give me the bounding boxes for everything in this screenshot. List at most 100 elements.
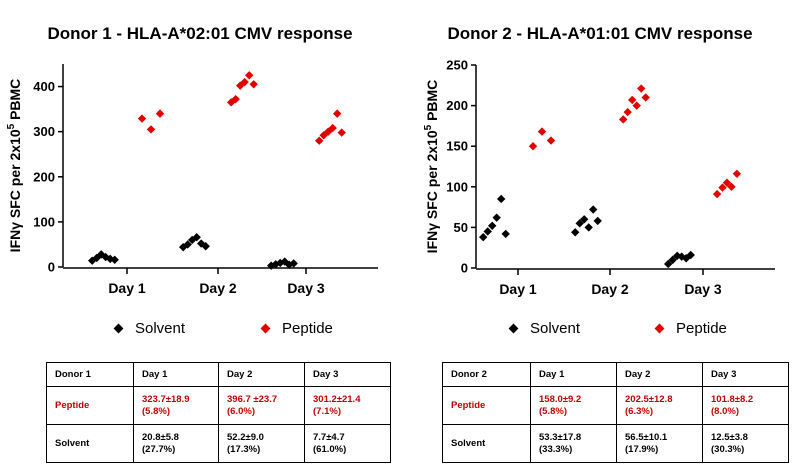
legend: Solvent Peptide: [400, 320, 800, 340]
table-cell: 7.7±4.7 (61.0%): [304, 424, 391, 463]
data-point-solvent: [501, 229, 510, 239]
x-tick-label: Day 1: [108, 280, 146, 296]
table-header-row: Donor 2 Day 1 Day 2 Day 3: [442, 362, 789, 387]
cell-mean-sd: 158.0±9.2: [539, 393, 582, 405]
table-row-label: Peptide: [442, 386, 531, 425]
data-point-solvent: [483, 227, 492, 236]
data-point-solvent: [201, 242, 210, 251]
data-point-peptide: [146, 125, 156, 134]
diamond-marker-icon: [113, 323, 124, 334]
y-axis-label: IFNγ SFC per 2x105 PBMC: [6, 79, 23, 253]
data-point-peptide: [245, 71, 254, 80]
table-row-label: Solvent: [46, 424, 134, 463]
chart-panel-donor-1: Donor 1 - HLA-A*02:01 CMV response 0 100 2…: [0, 24, 400, 463]
legend: Solvent Peptide: [0, 320, 400, 340]
scatter-plot-donor-2: 0 50 100 150 200 250 Day 1 Day 2 Day 3 IFNγ SFC p…: [423, 58, 775, 297]
cell-cv: (30.3%): [711, 443, 745, 455]
table-cell: 101.8±8.2 (8.0%): [702, 386, 789, 425]
cell-mean-sd: 7.7±4.7: [313, 431, 345, 443]
y-tick-label: 100: [446, 179, 468, 194]
summary-table: Donor 2 Day 1 Day 2 Day 3 Peptide 158.0±…: [442, 362, 789, 463]
table-cell: 52.2±9.0 (17.3%): [218, 424, 305, 463]
table-header-cell: Donor 2: [442, 362, 531, 387]
y-tick-label: 400: [33, 79, 55, 94]
cell-cv: (17.9%): [625, 443, 659, 455]
data-point-peptide: [718, 183, 727, 192]
data-point-solvent: [192, 233, 201, 242]
data-point-solvent: [479, 232, 488, 242]
cell-cv: (61.0%): [313, 443, 347, 455]
data-point-peptide: [137, 114, 147, 123]
y-tick-label: 200: [446, 98, 468, 113]
legend-label: Solvent: [135, 320, 186, 337]
data-point-peptide: [546, 136, 556, 145]
cell-mean-sd: 301.2±21.4: [313, 393, 361, 405]
table-header-cell: Day 1: [530, 362, 617, 387]
data-point-peptide: [641, 93, 650, 102]
cell-cv: (5.8%): [539, 405, 567, 417]
data-point-solvent: [488, 221, 497, 230]
data-point-peptide: [240, 77, 249, 87]
data-point-peptide: [623, 107, 632, 117]
table-row-label: Peptide: [46, 386, 134, 425]
cell-cv: (17.3%): [227, 443, 261, 455]
data-point-peptide: [231, 94, 240, 104]
table-row-label: Solvent: [442, 424, 531, 463]
data-point-peptide: [249, 80, 258, 89]
data-point-solvent: [584, 223, 593, 232]
table-cell: 53.3±17.8 (33.3%): [530, 424, 617, 463]
chart-title: Donor 2 - HLA-A*01:01 CMV response: [447, 24, 753, 43]
data-point-solvent: [92, 253, 101, 263]
y-tick-label: 300: [33, 124, 55, 139]
cell-mean-sd: 396.7 ±23.7: [227, 393, 278, 405]
data-point-solvent: [183, 240, 192, 249]
data-point-peptide: [537, 127, 547, 136]
table-cell: 12.5±3.8 (30.3%): [702, 424, 789, 463]
table-row-peptide: Peptide 158.0±9.2 (5.8%) 202.5±12.8 (6.3%)…: [442, 386, 789, 425]
y-tick-label: 50: [454, 220, 468, 235]
data-point-solvent: [589, 205, 598, 214]
table-cell: 158.0±9.2 (5.8%): [530, 386, 617, 425]
data-point-peptide: [637, 84, 646, 93]
table-row-solvent: Solvent 20.8±5.8 (27.7%) 52.2±9.0 (17.3%) …: [46, 424, 391, 463]
table-cell: 323.7±18.9 (5.8%): [133, 386, 219, 425]
data-point-solvent: [88, 256, 97, 265]
data-point-peptide: [632, 101, 641, 110]
cell-mean-sd: 202.5±12.8: [625, 393, 673, 405]
table-cell: 202.5±12.8 (6.3%): [616, 386, 703, 425]
y-tick-label: 200: [33, 169, 55, 184]
cell-mean-sd: 101.8±8.2: [711, 393, 754, 405]
cell-cv: (8.0%): [711, 405, 739, 417]
x-tick-label: Day 3: [684, 281, 722, 297]
table-header-cell: Day 1: [133, 362, 219, 387]
table-header-cell: Day 3: [702, 362, 789, 387]
data-point-peptide: [328, 123, 337, 133]
y-tick-label: 250: [446, 58, 468, 73]
data-point-peptide: [712, 189, 722, 199]
table-header-cell: Day 2: [218, 362, 305, 387]
cell-mean-sd: 56.5±10.1: [625, 431, 668, 443]
scatter-plot-donor-1: 0 100 200 300 400 Day 1 Day 2 Day 3 IFNγ SFC per…: [6, 64, 378, 296]
y-tick-label: 0: [461, 261, 468, 276]
table-header-cell: Day 3: [304, 362, 391, 387]
x-tick-label: Day 2: [591, 281, 629, 297]
x-tick-label: Day 3: [287, 280, 325, 296]
cell-mean-sd: 323.7±18.9: [142, 393, 190, 405]
table-cell: 396.7 ±23.7 (6.0%): [218, 386, 305, 425]
data-point-solvent: [497, 194, 506, 204]
chart-panel-donor-2: Donor 2 - HLA-A*01:01 CMV response 0 50 10…: [400, 0, 800, 468]
x-tick-label: Day 1: [499, 281, 537, 297]
cell-mean-sd: 52.2±9.0: [227, 431, 264, 443]
cell-mean-sd: 20.8±5.8: [142, 431, 179, 443]
data-point-peptide: [528, 142, 538, 151]
data-point-peptide: [628, 95, 637, 105]
table-row-peptide: Peptide 323.7±18.9 (5.8%) 396.7 ±23.7 (6.0…: [46, 386, 391, 425]
y-tick-label: 150: [446, 139, 468, 154]
y-tick-label: 0: [48, 260, 55, 275]
data-point-peptide: [333, 109, 342, 118]
diamond-marker-icon: [508, 323, 519, 334]
table-cell: 20.8±5.8 (27.7%): [133, 424, 219, 463]
data-point-peptide: [722, 178, 732, 187]
cell-cv: (33.3%): [539, 443, 573, 455]
data-point-solvent: [289, 259, 298, 268]
